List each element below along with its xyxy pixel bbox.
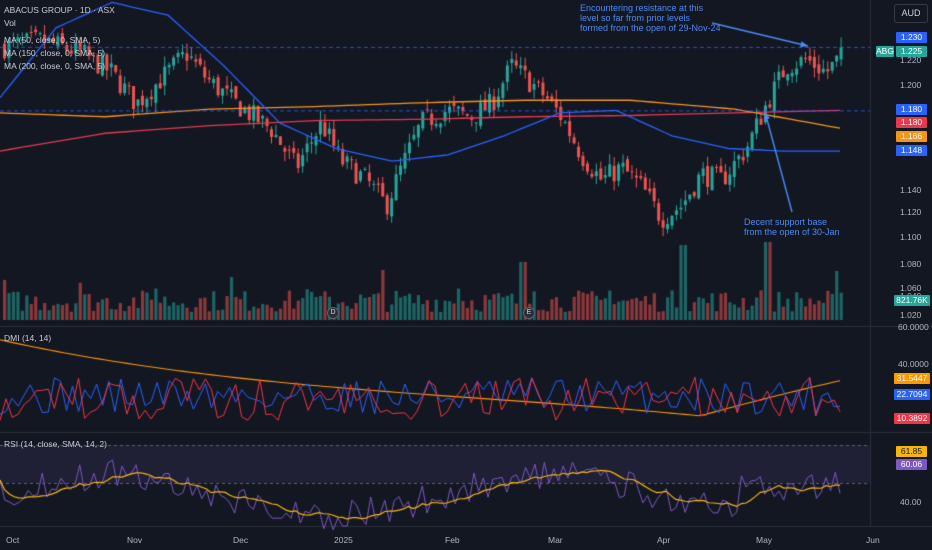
time-label: Jun — [866, 535, 880, 545]
ma200-price-tag: 1.180 — [896, 117, 927, 128]
price-tick: 1.200 — [900, 80, 922, 90]
time-label: Mar — [548, 535, 563, 545]
price-tick: 1.100 — [900, 232, 922, 242]
support-price-tag: 1.180 — [896, 104, 927, 115]
resistance-note-line3: formed from the open of 29-Nov-24 — [580, 23, 721, 33]
time-label: Dec — [233, 535, 249, 545]
time-label: Feb — [445, 535, 460, 545]
ma50-price-tag: 1.148 — [896, 145, 927, 156]
volume-legend: Vol — [4, 18, 16, 28]
rsi-tag: 60.06 — [896, 459, 927, 470]
earnings-marker[interactable]: E — [523, 307, 535, 319]
ma50-legend: MA (50, close, 0, SMA, 5) — [4, 35, 101, 45]
resistance-note-line1: Encountering resistance at this — [580, 3, 704, 13]
time-label: Nov — [127, 535, 143, 545]
ticker-tag: ABG — [876, 46, 894, 57]
rsi-tick: 40.00 — [900, 497, 922, 507]
time-label: May — [756, 535, 773, 545]
dividend-marker[interactable]: D — [327, 307, 339, 319]
last-price-tag: 1.225 — [896, 46, 927, 57]
adx-tag: 31.5447 — [894, 373, 930, 384]
resistance-note-line2: level so far from prior levels — [580, 13, 691, 23]
ma150-legend: MA (150, close, 0, SMA, 5) — [4, 48, 106, 58]
currency-button[interactable]: AUD — [894, 4, 928, 23]
volume-tag: 821.76K — [894, 295, 930, 306]
ma150-price-tag: 1.166 — [896, 131, 927, 142]
dmi-plus-tag: 22.7094 — [894, 389, 930, 400]
dmi-tick: 40.0000 — [898, 359, 929, 369]
dmi-minus-tag: 10.3892 — [894, 413, 930, 424]
support-note-line1: Decent support base — [744, 217, 828, 227]
rsi-ma-tag: 61.85 — [896, 446, 927, 457]
price-tick: 1.120 — [900, 207, 922, 217]
time-label: Oct — [6, 535, 20, 545]
support-note-line2: from the open of 30-Jan — [744, 227, 840, 237]
price-tick: 1.080 — [900, 259, 922, 269]
time-label: 2025 — [334, 535, 353, 545]
dmi-label: DMI (14, 14) — [4, 333, 52, 343]
price-tick: 1.220 — [900, 55, 922, 65]
resistance-price-tag: 1.230 — [896, 32, 927, 43]
chart-title: ABACUS GROUP · 1D · ASX — [4, 5, 115, 15]
price-tick: 1.020 — [900, 310, 922, 320]
ma200-legend: MA (200, close, 0, SMA, 5) — [4, 61, 106, 71]
price-tick: 1.060 — [900, 283, 922, 293]
price-tick: 1.140 — [900, 185, 922, 195]
rsi-label: RSI (14, close, SMA, 14, 2) — [4, 439, 107, 449]
time-label: Apr — [657, 535, 671, 545]
pane-tick: 60.0000 — [898, 322, 929, 332]
